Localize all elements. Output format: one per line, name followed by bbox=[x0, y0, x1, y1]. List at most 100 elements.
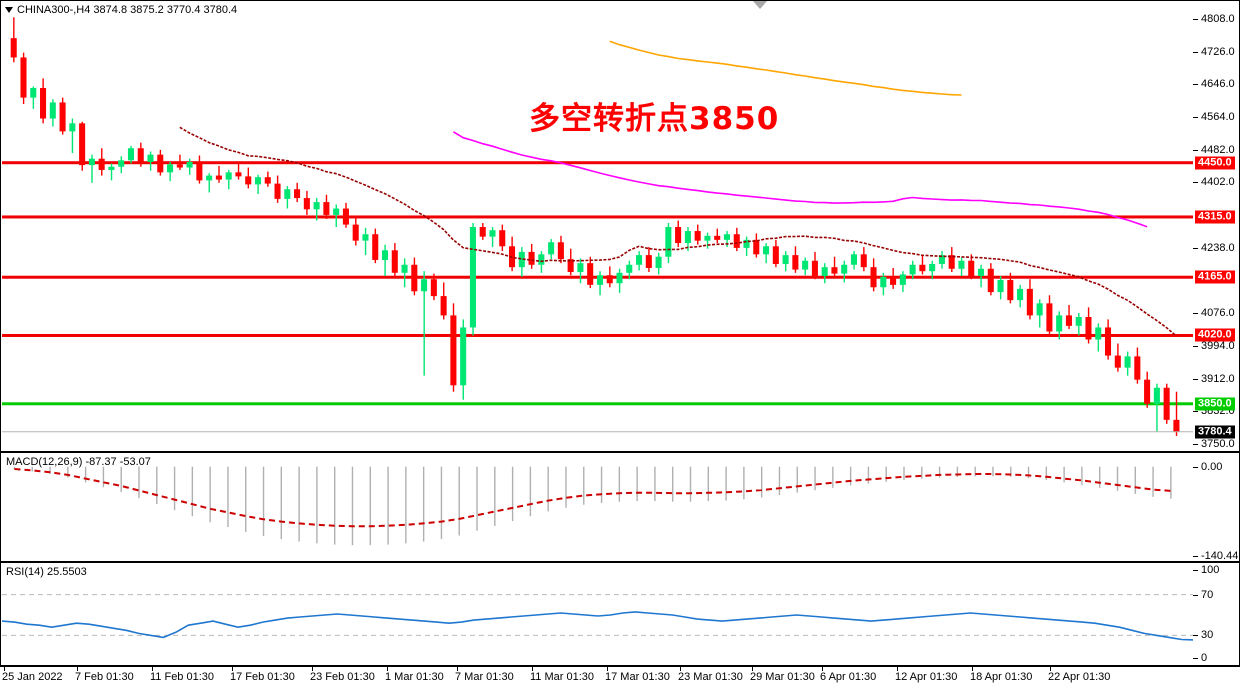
macd-histogram-bar bbox=[280, 466, 283, 540]
macd-histogram-bar bbox=[191, 466, 194, 517]
macd-tick bbox=[1193, 466, 1198, 468]
collapse-triangle-icon[interactable] bbox=[5, 7, 13, 14]
rsi-label: RSI(14) 25.5503 bbox=[6, 566, 87, 578]
macd-histogram-bar bbox=[992, 466, 994, 477]
macd-histogram-bar bbox=[1063, 466, 1065, 483]
macd-histogram-bar bbox=[760, 466, 763, 498]
price-badge-red: 4165.0 bbox=[1195, 270, 1235, 284]
price-tick bbox=[1193, 182, 1198, 183]
macd-histogram-bar bbox=[583, 466, 585, 505]
macd-histogram-bar bbox=[600, 466, 603, 503]
macd-histogram-bar bbox=[974, 466, 976, 477]
time-axis[interactable]: 25 Jan 2022 7 Feb 01:30 11 Feb 01:30 17 Feb… bbox=[0, 666, 1240, 690]
rsi-tick-label: 0 bbox=[1201, 652, 1208, 664]
price-tick bbox=[1193, 83, 1198, 85]
time-tick bbox=[972, 667, 973, 671]
macd-histogram-bar bbox=[31, 466, 33, 472]
time-tick-label: 11 Feb 01:30 bbox=[150, 671, 215, 683]
macd-tick bbox=[1193, 555, 1198, 557]
time-tick bbox=[457, 667, 458, 671]
price-plot-area[interactable] bbox=[2, 2, 1194, 450]
price-tick bbox=[1193, 411, 1198, 413]
rsi-indicator-panel[interactable]: RSI(14) 25.5503 100 70 30 0 bbox=[0, 562, 1240, 666]
macd-histogram-bar bbox=[796, 466, 798, 493]
time-tick bbox=[607, 667, 608, 671]
rsi-tick bbox=[1193, 594, 1198, 596]
macd-histogram-bar bbox=[654, 466, 656, 502]
macd-histogram-bar bbox=[84, 466, 87, 483]
price-axis[interactable]: 4808.0 4726.0 4646.0 4564.0 4482.0 4402.0 4238… bbox=[1193, 1, 1239, 451]
time-tick-label: 17 Mar 01:30 bbox=[605, 671, 670, 683]
time-tick bbox=[752, 667, 753, 671]
macd-tick-label: -140.44 bbox=[1201, 549, 1239, 562]
price-badge-red: 4315.0 bbox=[1195, 210, 1235, 224]
macd-histogram-bar bbox=[138, 466, 140, 499]
rsi-tick bbox=[1193, 658, 1198, 659]
price-tick bbox=[1193, 312, 1198, 314]
macd-histogram-bar bbox=[422, 466, 425, 542]
macd-signal-line bbox=[14, 468, 1171, 528]
macd-axis: 0.00 -140.44 bbox=[1193, 453, 1239, 561]
macd-histogram-bar bbox=[494, 466, 496, 526]
time-tick-label: 7 Mar 01:30 bbox=[455, 671, 514, 683]
macd-histogram-bar bbox=[689, 466, 692, 502]
time-tick bbox=[77, 667, 78, 671]
macd-histogram-bar bbox=[956, 466, 959, 477]
macd-histogram-bar bbox=[672, 466, 674, 502]
macd-histogram-bar bbox=[476, 466, 478, 531]
price-tick-label: 4076.0 bbox=[1201, 306, 1235, 319]
time-tick-label: 22 Apr 01:30 bbox=[1048, 671, 1111, 683]
price-tick bbox=[1193, 247, 1198, 249]
price-tick bbox=[1193, 18, 1198, 20]
macd-histogram-bar bbox=[316, 466, 318, 544]
macd-histogram-bar bbox=[173, 466, 176, 511]
rsi-tick bbox=[1193, 570, 1198, 571]
current-price-line bbox=[2, 431, 1194, 433]
macd-histogram-bar bbox=[1170, 466, 1172, 499]
price-tick-label: 3750.0 bbox=[1201, 437, 1235, 450]
macd-label: MACD(12,26,9) -87.37 -53.07 bbox=[6, 456, 151, 468]
price-chart-svg bbox=[2, 17, 1194, 436]
symbol-info-label: CHINA300-,H4 3874.8 3875.2 3770.4 3780.4 bbox=[5, 4, 237, 16]
macd-histogram-bar bbox=[743, 466, 745, 500]
macd-histogram-bar bbox=[636, 466, 638, 502]
time-tick-label: 18 Apr 01:30 bbox=[970, 671, 1033, 683]
macd-indicator-panel[interactable]: MACD(12,26,9) -87.37 -53.07 0.00 -140.44 bbox=[0, 452, 1240, 562]
price-tick bbox=[1193, 116, 1198, 118]
macd-histogram-bar bbox=[1099, 466, 1101, 488]
macd-histogram-bar bbox=[120, 466, 122, 493]
chart-annotation-text: 多空转折点3850 bbox=[529, 101, 780, 137]
time-tick bbox=[232, 667, 233, 671]
rsi-line bbox=[2, 611, 1194, 641]
rsi-plot-area[interactable] bbox=[2, 564, 1194, 664]
macd-histogram-bar bbox=[725, 466, 727, 501]
macd-histogram-bar bbox=[814, 466, 816, 491]
price-tick-label: 3912.0 bbox=[1201, 372, 1235, 385]
time-tick bbox=[532, 667, 533, 671]
macd-histogram-bar bbox=[1010, 466, 1012, 477]
price-badge-black: 3780.4 bbox=[1195, 425, 1235, 439]
macd-histogram-bar bbox=[885, 466, 887, 482]
macd-histogram-bar bbox=[369, 466, 371, 546]
level-line-resistance bbox=[2, 333, 1194, 337]
price-tick bbox=[1193, 378, 1198, 380]
price-tick-label: 3994.0 bbox=[1201, 339, 1235, 352]
price-tick-label: 4564.0 bbox=[1201, 110, 1235, 123]
rsi-chart-svg bbox=[2, 594, 1194, 641]
macd-plot-area[interactable] bbox=[2, 454, 1194, 560]
price-tick-label: 4646.0 bbox=[1201, 77, 1235, 90]
rsi-tick bbox=[1193, 635, 1198, 637]
macd-histogram-bar bbox=[565, 466, 567, 508]
time-tick bbox=[387, 667, 388, 671]
macd-histogram-bar bbox=[67, 466, 69, 478]
time-tick-label: 11 Mar 01:30 bbox=[530, 671, 595, 683]
time-tick bbox=[680, 667, 681, 671]
object-marker-icon[interactable] bbox=[753, 1, 767, 9]
price-badge-red: 4020.0 bbox=[1195, 328, 1235, 342]
macd-histogram-bar bbox=[1045, 466, 1048, 480]
price-tick bbox=[1193, 51, 1198, 53]
price-chart-panel[interactable]: CHINA300-,H4 3874.8 3875.2 3770.4 3780.4… bbox=[0, 0, 1240, 452]
macd-histogram-bar bbox=[938, 466, 941, 478]
macd-histogram-bar bbox=[849, 466, 852, 486]
